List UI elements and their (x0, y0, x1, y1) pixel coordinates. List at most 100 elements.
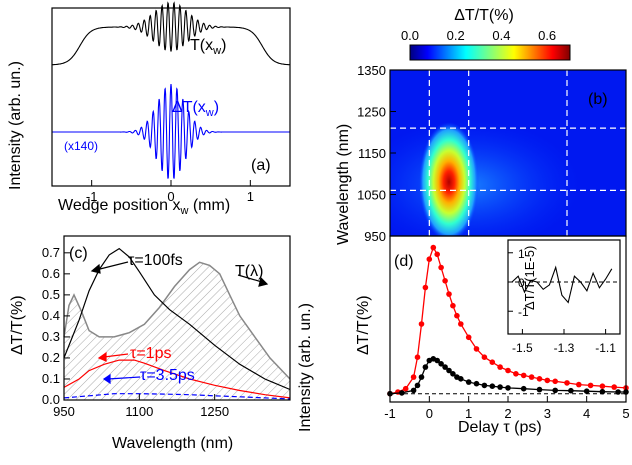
panel-a-x-tick-label: 1 (247, 189, 254, 204)
panel-c-label-1ps: τ=1ps (130, 345, 171, 362)
panel-a-series-t-label: T(xw) (190, 37, 226, 57)
panel-b-y-tick-label: 1050 (357, 188, 386, 203)
panel-c-x-ticks: 950 1100 1250 (53, 394, 229, 419)
inset-y-tick-label: -1 (518, 305, 529, 319)
panel-d-x-ticks: -1 0 1 2 3 4 5 (384, 396, 630, 421)
panel-c-label: (c) (69, 245, 88, 262)
panel-d-data-point (454, 312, 460, 319)
panel-d-data-point (552, 378, 558, 385)
panel-a-plot (52, 1, 290, 179)
colorbar: ΔT/T(%) 0.0 0.2 0.4 0.6 (401, 7, 571, 61)
inset-y-axis-label: ΔT/T(1E-5) (522, 246, 537, 310)
colorbar-tick-label: 0.0 (401, 28, 419, 43)
panel-a-scale-note: (x140) (64, 139, 98, 153)
panel-d-data-point (442, 364, 448, 370)
panel-c-x-tick-label: 1250 (200, 404, 229, 419)
panel-d-data-point (599, 388, 606, 395)
panel-a-series-dt-line (52, 83, 290, 179)
panel-d-data-point (568, 387, 574, 394)
panel-d-data-point (410, 387, 417, 394)
panel-d-data-point (505, 367, 511, 374)
panel-d-data-point (450, 302, 456, 309)
panel-c-y-axis-label-right: Intensity (arb. un.) (297, 303, 314, 432)
panel-d-data-point (418, 374, 425, 380)
panel-d-data-point (450, 371, 456, 377)
panel-d-data-point (497, 364, 503, 370)
panel-c-y-tick-label: 0.3 (42, 329, 60, 344)
panel-d-x-axis-label: Delay τ (ps) (458, 419, 542, 436)
panel-c-y-tick-label: 0.4 (42, 308, 60, 323)
panel-d-data-point (583, 388, 590, 395)
colorbar-title: ΔT/T(%) (454, 7, 514, 24)
panel-d-data-point (528, 374, 535, 380)
panel-d-data-point (587, 382, 594, 389)
colorbar-bar (409, 44, 571, 61)
panel-a-x-axis-label: Wedge position xw (mm) (58, 197, 230, 217)
panel-d-data-point (442, 278, 448, 284)
panel-d-data-point (544, 377, 551, 384)
panel-d-plot (387, 244, 629, 397)
panel-d-data-point (434, 357, 441, 364)
panel-b-label: (b) (588, 91, 608, 108)
panel-d-data-point (489, 383, 496, 390)
panel-d-series-fit-line (389, 246, 627, 395)
panel-c-arrows (90, 261, 269, 385)
panel-c: 950 1100 1250 0.0 0.1 0.2 0.3 0.4 0.5 0.6 0.7 (c)… (9, 235, 314, 452)
panel-a-label: (a) (251, 157, 271, 174)
panel-b-dashed-lines (390, 70, 626, 236)
panel-d-data-point (615, 389, 621, 395)
panel-c-y-axis-label-left: ΔT/T(%) (9, 295, 26, 355)
panel-d-data-point (410, 374, 417, 380)
panel-d-data-point (458, 376, 464, 382)
panel-d-data-point (481, 354, 488, 361)
panel-d-data-point (611, 384, 617, 390)
panel-d-data-point (446, 367, 452, 374)
panel-d-data-point (430, 244, 437, 251)
panel-a-x-tick-label: -1 (86, 189, 98, 204)
panel-d-label: (d) (394, 253, 414, 270)
panel-d-data-point (564, 380, 570, 386)
inset-y-tick-label: 1 (518, 247, 525, 261)
panel-b-y-tick-label: 1350 (357, 63, 386, 78)
inset-y-tick-label: 0 (518, 276, 525, 290)
panel-a-series-dt-label: ΔT(xw) (172, 99, 219, 119)
panel-b-y-ticks: 950 1050 1150 1250 1350 (357, 63, 396, 244)
panel-c-x-tick-label: 1100 (125, 404, 153, 419)
panel-d-data-point (481, 382, 488, 389)
panel-c-y-tick-label: 0.7 (42, 245, 60, 260)
panel-d-x-tick-label: 1 (465, 406, 472, 421)
panel-c-series-line (63, 393, 291, 400)
panel-c-series-line (63, 247, 291, 391)
panel-d-data-point (414, 354, 421, 361)
panel-d-data-point (402, 385, 409, 392)
panel-c-label-100fs: τ=100fs (128, 252, 183, 269)
panel-d-data-point (399, 390, 405, 396)
panel-d-data-point (465, 334, 472, 341)
panel-c-y-tick-label: 0.1 (42, 371, 60, 386)
panel-d-data-point (473, 380, 480, 387)
panel-d: -1 0 1 2 3 4 5 (d) Delay τ (ps) ΔT/T(%) -1.5 -1… (355, 235, 630, 436)
panel-d-data-point (422, 364, 429, 370)
panel-c-series-line (63, 359, 291, 399)
colorbar-tick-label: 0.4 (492, 28, 510, 43)
panel-d-data-point (513, 371, 519, 377)
panel-d-data-point (505, 385, 511, 391)
panel-c-spectrum-fill (64, 262, 290, 400)
inset-x-tick-label: -1.5 (512, 341, 533, 355)
panel-d-inset: -1.5 -1.3 -1.1 -1 0 1 ΔT/T(1E-5) (507, 239, 621, 355)
panel-d-x-tick-label: 0 (426, 406, 433, 421)
panel-d-data-point (489, 359, 496, 366)
panel-d-data-point (438, 264, 444, 271)
colorbar-tick-label: 0.6 (538, 28, 556, 43)
panel-d-data-point (599, 383, 606, 390)
panel-d-data-point (473, 346, 480, 352)
panel-d-data-point (434, 251, 441, 258)
panel-c-x-axis-label: Wavelength (nm) (112, 435, 233, 452)
panel-d-data-point (552, 387, 558, 394)
panel-b-y-tick-label: 1250 (357, 105, 386, 120)
panel-d-data-point (422, 284, 429, 291)
panel-d-y-axis-label: ΔT/T(%) (355, 295, 372, 355)
panel-d-data-point (465, 379, 472, 385)
panel-c-y-tick-label: 0.6 (42, 266, 60, 281)
inset-x-tick-label: -1.1 (595, 341, 616, 355)
